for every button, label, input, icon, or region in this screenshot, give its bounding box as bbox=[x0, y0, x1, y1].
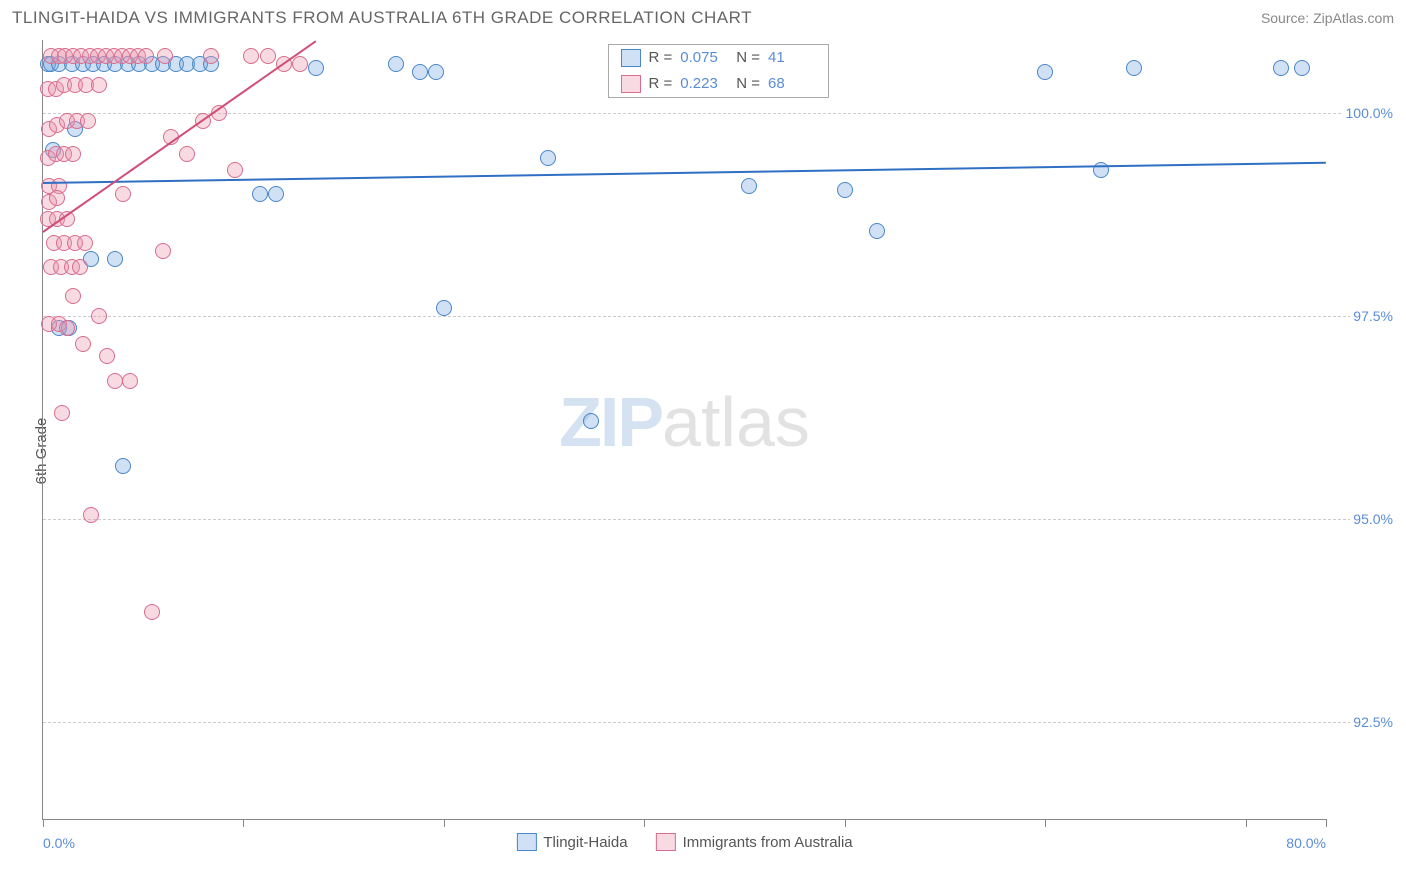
chart-title: TLINGIT-HAIDA VS IMMIGRANTS FROM AUSTRAL… bbox=[12, 8, 752, 28]
data-point bbox=[1294, 60, 1310, 76]
data-point bbox=[583, 413, 599, 429]
data-point bbox=[428, 64, 444, 80]
data-point bbox=[157, 48, 173, 64]
plot-region: ZIPatlas 92.5%95.0%97.5%100.0%0.0%80.0%R… bbox=[42, 40, 1326, 820]
data-point bbox=[83, 507, 99, 523]
data-point bbox=[260, 48, 276, 64]
watermark-atlas: atlas bbox=[662, 383, 810, 461]
y-tick-label: 97.5% bbox=[1350, 308, 1396, 324]
stat-n-value: 68 bbox=[768, 75, 816, 92]
data-point bbox=[91, 77, 107, 93]
data-point bbox=[243, 48, 259, 64]
data-point bbox=[115, 458, 131, 474]
data-point bbox=[91, 308, 107, 324]
data-point bbox=[72, 259, 88, 275]
watermark-zip: ZIP bbox=[559, 383, 662, 461]
legend-swatch bbox=[656, 833, 676, 851]
data-point bbox=[203, 48, 219, 64]
data-point bbox=[837, 182, 853, 198]
chart-header: TLINGIT-HAIDA VS IMMIGRANTS FROM AUSTRAL… bbox=[0, 0, 1406, 32]
data-point bbox=[54, 405, 70, 421]
x-tick-label: 80.0% bbox=[1286, 835, 1326, 851]
data-point bbox=[308, 60, 324, 76]
stats-legend-row: R = 0.075 N = 41 bbox=[609, 45, 829, 71]
x-tick bbox=[1326, 819, 1327, 827]
data-point bbox=[252, 186, 268, 202]
legend-label: Immigrants from Australia bbox=[683, 834, 853, 851]
stat-r-label: R = bbox=[649, 49, 673, 66]
chart-area: 6th Grade ZIPatlas 92.5%95.0%97.5%100.0%… bbox=[0, 32, 1406, 870]
y-tick-label: 100.0% bbox=[1343, 105, 1396, 121]
data-point bbox=[412, 64, 428, 80]
data-point bbox=[268, 186, 284, 202]
data-point bbox=[115, 186, 131, 202]
stats-legend-row: R = 0.223 N = 68 bbox=[609, 71, 829, 97]
x-tick bbox=[845, 819, 846, 827]
data-point bbox=[138, 48, 154, 64]
data-point bbox=[77, 235, 93, 251]
data-point bbox=[65, 288, 81, 304]
x-tick bbox=[644, 819, 645, 827]
stat-r-value: 0.223 bbox=[680, 75, 728, 92]
data-point bbox=[1126, 60, 1142, 76]
data-point bbox=[540, 150, 556, 166]
data-point bbox=[436, 300, 452, 316]
data-point bbox=[49, 190, 65, 206]
gridline bbox=[43, 113, 1396, 114]
data-point bbox=[388, 56, 404, 72]
gridline bbox=[43, 722, 1396, 723]
data-point bbox=[80, 113, 96, 129]
data-point bbox=[59, 320, 75, 336]
gridline bbox=[43, 519, 1396, 520]
stat-r-value: 0.075 bbox=[680, 49, 728, 66]
data-point bbox=[741, 178, 757, 194]
stat-n-value: 41 bbox=[768, 49, 816, 66]
legend-swatch bbox=[621, 75, 641, 93]
y-tick-label: 95.0% bbox=[1350, 511, 1396, 527]
legend-item: Immigrants from Australia bbox=[656, 833, 853, 851]
legend-swatch bbox=[516, 833, 536, 851]
data-point bbox=[1037, 64, 1053, 80]
x-tick bbox=[1246, 819, 1247, 827]
chart-source: Source: ZipAtlas.com bbox=[1261, 10, 1394, 26]
stats-legend: R = 0.075 N = 41 R = 0.223 N = 68 bbox=[608, 44, 830, 98]
x-tick bbox=[444, 819, 445, 827]
data-point bbox=[869, 223, 885, 239]
data-point bbox=[292, 56, 308, 72]
stat-r-label: R = bbox=[649, 75, 673, 92]
x-tick bbox=[243, 819, 244, 827]
data-point bbox=[179, 146, 195, 162]
data-point bbox=[65, 146, 81, 162]
x-tick bbox=[1045, 819, 1046, 827]
data-point bbox=[75, 336, 91, 352]
y-tick-label: 92.5% bbox=[1350, 714, 1396, 730]
stat-n-label: N = bbox=[736, 49, 760, 66]
data-point bbox=[99, 348, 115, 364]
legend-swatch bbox=[621, 49, 641, 67]
data-point bbox=[122, 373, 138, 389]
data-point bbox=[155, 243, 171, 259]
data-point bbox=[227, 162, 243, 178]
data-point bbox=[1273, 60, 1289, 76]
legend-item: Tlingit-Haida bbox=[516, 833, 627, 851]
series-legend: Tlingit-Haida Immigrants from Australia bbox=[516, 833, 852, 851]
data-point bbox=[144, 604, 160, 620]
x-tick-label: 0.0% bbox=[43, 835, 75, 851]
data-point bbox=[107, 251, 123, 267]
stat-n-label: N = bbox=[736, 75, 760, 92]
x-tick bbox=[43, 819, 44, 827]
legend-label: Tlingit-Haida bbox=[543, 834, 627, 851]
gridline bbox=[43, 316, 1396, 317]
